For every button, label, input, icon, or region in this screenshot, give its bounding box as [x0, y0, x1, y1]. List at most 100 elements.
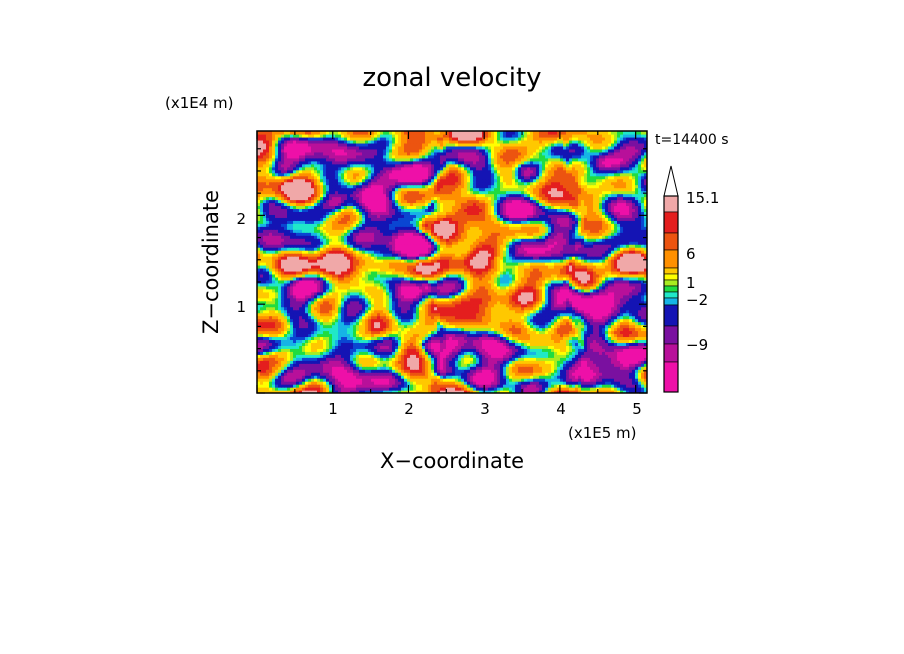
- heatmap-cell: [380, 369, 384, 373]
- heatmap-cell: [359, 342, 363, 346]
- heatmap-cell: [584, 297, 588, 302]
- heatmap-cell: [440, 348, 444, 352]
- heatmap-cell: [263, 282, 267, 287]
- heatmap-cell: [326, 303, 330, 308]
- heatmap-cell: [506, 291, 510, 296]
- heatmap-cell: [281, 321, 285, 326]
- heatmap-cell: [590, 312, 594, 317]
- heatmap-cell: [548, 381, 552, 385]
- heatmap-cell: [638, 369, 642, 373]
- heatmap-cell: [383, 330, 387, 335]
- heatmap-cell: [641, 390, 645, 393]
- heatmap-cell: [488, 300, 492, 305]
- heatmap-cell: [593, 309, 597, 314]
- heatmap-cell: [257, 300, 261, 305]
- heatmap-cell: [326, 297, 330, 302]
- heatmap-cell: [425, 309, 429, 314]
- heatmap-cell: [512, 351, 516, 355]
- heatmap-cell: [338, 288, 342, 293]
- heatmap-cell: [437, 375, 441, 379]
- heatmap-cell: [617, 294, 621, 299]
- heatmap-cell: [401, 357, 405, 361]
- heatmap-cell: [581, 318, 585, 323]
- heatmap-cell: [437, 324, 441, 329]
- heatmap-cell: [320, 387, 324, 391]
- heatmap-cell: [446, 366, 450, 370]
- heatmap-cell: [569, 384, 573, 388]
- heatmap-cell: [425, 315, 429, 320]
- heatmap-cell: [428, 372, 432, 376]
- heatmap-cell: [287, 300, 291, 305]
- heatmap-cell: [335, 300, 339, 305]
- heatmap-cell: [476, 384, 480, 388]
- heatmap-cell: [272, 288, 276, 293]
- heatmap-cell: [554, 330, 558, 335]
- heatmap-cell: [512, 387, 516, 391]
- heatmap-cell: [557, 360, 561, 364]
- heatmap-cell: [485, 288, 489, 293]
- heatmap-cell: [581, 306, 585, 311]
- heatmap-cell: [425, 348, 429, 352]
- heatmap-cell: [644, 381, 647, 385]
- heatmap-cell: [356, 279, 360, 284]
- heatmap-cell: [482, 282, 486, 287]
- heatmap-cell: [635, 303, 639, 308]
- heatmap-cell: [413, 300, 417, 305]
- heatmap-cell: [338, 342, 342, 346]
- heatmap-cell: [485, 372, 489, 376]
- heatmap-cell: [560, 285, 564, 290]
- heatmap-cell: [539, 321, 543, 326]
- heatmap-cell: [548, 285, 552, 290]
- heatmap-cell: [608, 360, 612, 364]
- heatmap-cell: [455, 357, 459, 361]
- heatmap-cell: [374, 369, 378, 373]
- heatmap-cell: [566, 387, 570, 391]
- heatmap-cell: [425, 303, 429, 308]
- heatmap-cell: [473, 348, 477, 352]
- heatmap-cell: [533, 291, 537, 296]
- heatmap-cell: [515, 336, 519, 341]
- heatmap-cell: [410, 294, 414, 299]
- heatmap-cell: [308, 354, 312, 358]
- heatmap-cell: [557, 366, 561, 370]
- heatmap-cell: [563, 291, 567, 296]
- heatmap-cell: [272, 279, 276, 284]
- heatmap-cell: [278, 369, 282, 373]
- heatmap-cell: [260, 381, 264, 385]
- heatmap-cell: [329, 336, 333, 341]
- heatmap-cell: [473, 315, 477, 320]
- heatmap-cell: [335, 291, 339, 296]
- heatmap-cell: [440, 279, 444, 284]
- heatmap-cell: [416, 366, 420, 370]
- heatmap-cell: [332, 369, 336, 373]
- heatmap-cell: [392, 369, 396, 373]
- heatmap-cell: [416, 291, 420, 296]
- heatmap-cell: [563, 285, 567, 290]
- heatmap-cell: [374, 348, 378, 352]
- heatmap-cell: [347, 324, 351, 329]
- heatmap-cell: [389, 369, 393, 373]
- heatmap-cell: [602, 384, 606, 388]
- heatmap-cell: [383, 360, 387, 364]
- heatmap-cell: [284, 348, 288, 352]
- heatmap-cell: [305, 390, 309, 393]
- heatmap-cell: [431, 369, 435, 373]
- heatmap-cell: [284, 327, 288, 332]
- heatmap-cell: [446, 294, 450, 299]
- heatmap-cell: [563, 294, 567, 299]
- heatmap-cell: [311, 303, 315, 308]
- heatmap-cell: [350, 375, 354, 379]
- heatmap-cell: [518, 336, 522, 341]
- heatmap-cell: [518, 378, 522, 382]
- heatmap-cell: [362, 315, 366, 320]
- heatmap-cell: [323, 288, 327, 293]
- heatmap-cell: [425, 375, 429, 379]
- heatmap-cell: [257, 360, 261, 364]
- heatmap-cell: [539, 306, 543, 311]
- heatmap-cell: [560, 321, 564, 326]
- heatmap-cell: [332, 330, 336, 335]
- heatmap-cell: [512, 303, 516, 308]
- heatmap-cell: [548, 315, 552, 320]
- heatmap-cell: [575, 297, 579, 302]
- heatmap-cell: [281, 372, 285, 376]
